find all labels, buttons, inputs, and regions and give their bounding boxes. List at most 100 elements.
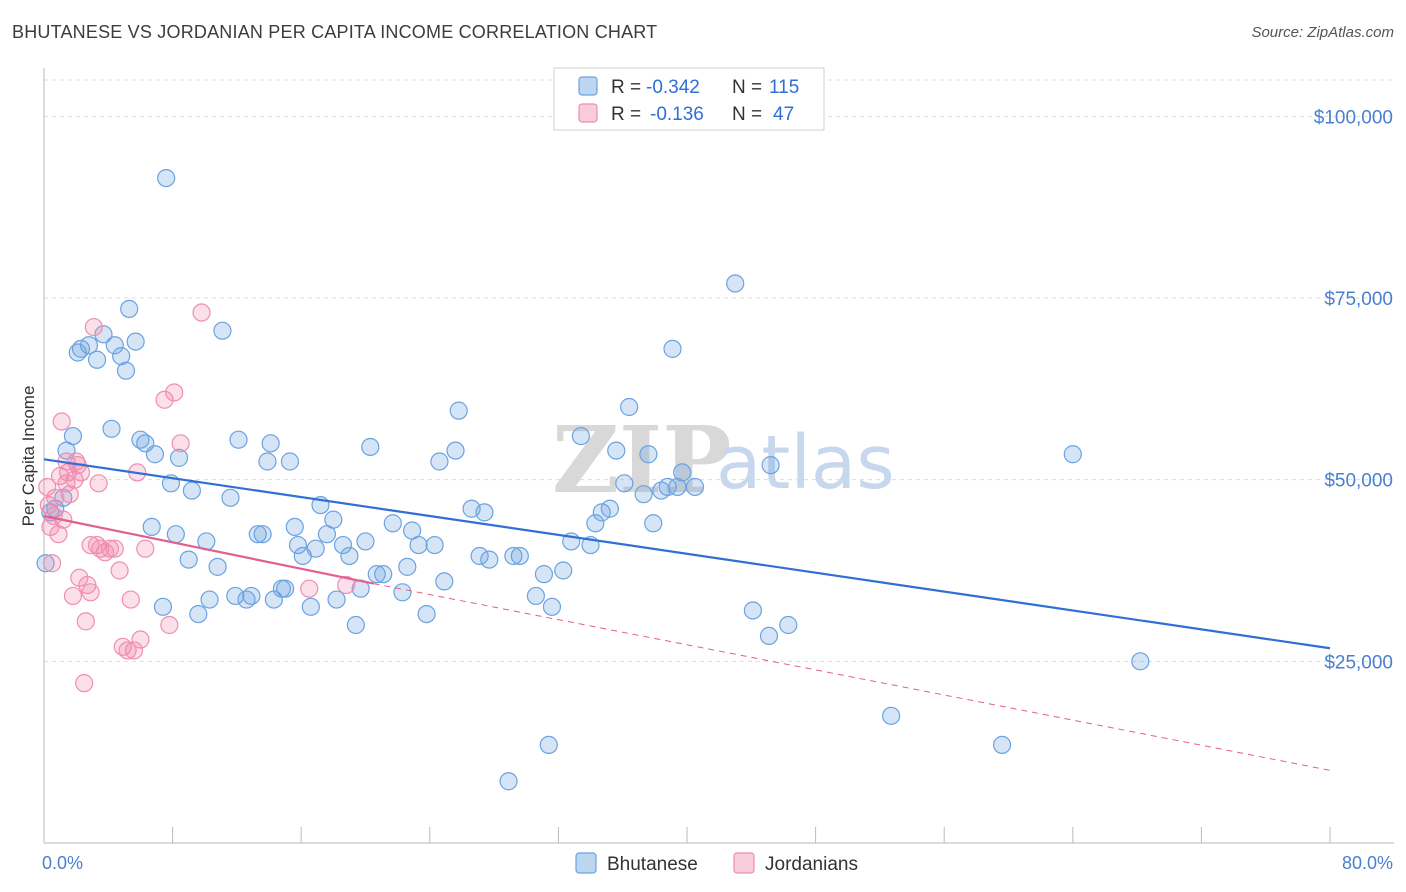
point-bhutanese — [417, 604, 436, 624]
point-bhutanese — [261, 434, 280, 453]
point-bhutanese — [87, 350, 107, 369]
y-tick-label: $25,000 — [1324, 652, 1393, 673]
trend-lines — [43, 458, 1331, 771]
y-tick-label: $100,000 — [1314, 107, 1393, 128]
point-bhutanese — [615, 474, 634, 493]
series-bhutanese — [36, 169, 1150, 791]
x-tick-label-max: 80.0% — [1342, 853, 1393, 873]
trend-line-jordanians-extension — [373, 583, 1331, 771]
point-bhutanese — [526, 586, 545, 606]
point-bhutanese — [743, 601, 763, 620]
bottom-legend-label-bhutanese: Bhutanese — [607, 854, 698, 875]
point-bhutanese — [634, 485, 653, 504]
legend-swatch-jordanians — [578, 103, 598, 123]
point-bhutanese — [157, 169, 176, 188]
point-jordanians — [131, 630, 150, 649]
point-jordanians — [46, 488, 65, 507]
point-bhutanese — [620, 397, 639, 417]
point-bhutanese — [179, 550, 198, 569]
point-bhutanese — [882, 706, 901, 725]
point-bhutanese — [102, 419, 121, 438]
point-bhutanese — [673, 463, 692, 482]
legend-n-value-bhutanese: 115 — [769, 77, 799, 98]
point-bhutanese — [182, 481, 201, 500]
point-bhutanese — [208, 557, 227, 576]
point-bhutanese — [542, 597, 562, 616]
point-bhutanese — [539, 735, 558, 755]
point-bhutanese — [301, 597, 320, 616]
point-bhutanese — [333, 535, 353, 555]
legend-box: R = -0.342 N = 115 R = -0.136 N = 47 — [553, 67, 825, 131]
point-jordanians — [81, 583, 100, 602]
point-bhutanese — [327, 590, 346, 609]
point-bhutanese — [248, 525, 267, 544]
point-bhutanese — [153, 597, 173, 616]
point-jordanians — [100, 539, 120, 558]
y-tick-labels: $25,000 $50,000 $75,000 $100,000 — [1314, 107, 1393, 673]
point-bhutanese — [383, 514, 402, 533]
point-bhutanese — [253, 525, 272, 544]
point-bhutanese — [105, 336, 124, 355]
x-tick-labels: 0.0% 80.0% — [42, 853, 1393, 873]
point-bhutanese — [258, 452, 277, 471]
bottom-legend-swatch-jordanians — [733, 852, 755, 874]
point-bhutanese — [356, 532, 375, 551]
point-jordanians — [121, 590, 140, 609]
point-bhutanese — [226, 586, 245, 606]
point-bhutanese — [470, 546, 489, 566]
legend-n-label: N = — [732, 104, 762, 125]
point-bhutanese — [1131, 652, 1150, 671]
point-jordanians — [110, 561, 129, 580]
point-bhutanese — [761, 456, 780, 475]
trend-line-jordanians — [43, 514, 374, 585]
point-jordanians — [160, 615, 179, 635]
point-bhutanese — [571, 426, 591, 446]
watermark: ZIP atlas — [552, 406, 895, 514]
point-bhutanese — [374, 565, 393, 584]
point-bhutanese — [658, 477, 677, 497]
point-bhutanese — [409, 535, 428, 555]
y-tick-label: $75,000 — [1324, 289, 1393, 310]
point-bhutanese — [116, 361, 136, 380]
point-bhutanese — [112, 347, 131, 366]
point-bhutanese — [145, 445, 165, 464]
point-bhutanese — [475, 503, 494, 522]
point-jordanians — [81, 535, 100, 555]
point-bhutanese — [276, 579, 295, 598]
point-bhutanese — [340, 546, 359, 566]
legend-r-value-bhutanese: -0.342 — [646, 77, 700, 98]
point-bhutanese — [435, 572, 454, 591]
point-bhutanese — [668, 477, 687, 497]
point-bhutanese — [346, 615, 365, 635]
point-bhutanese — [367, 565, 386, 584]
point-bhutanese — [779, 615, 798, 635]
bottom-legend-swatch-bhutanese — [575, 852, 597, 874]
point-bhutanese — [480, 550, 499, 569]
point-bhutanese — [607, 441, 626, 460]
point-bhutanese — [685, 477, 705, 497]
y-tick-label: $50,000 — [1324, 471, 1393, 492]
point-jordanians — [192, 303, 211, 322]
bottom-legend-label-jordanians: Jordanians — [765, 854, 858, 875]
point-bhutanese — [79, 336, 99, 355]
point-bhutanese — [639, 445, 658, 464]
point-bhutanese — [1063, 445, 1082, 464]
point-bhutanese — [644, 514, 663, 533]
point-jordanians — [52, 412, 71, 431]
point-bhutanese — [600, 499, 619, 518]
point-jordanians — [155, 390, 174, 409]
legend-n-label: N = — [732, 77, 762, 98]
point-bhutanese — [393, 583, 412, 602]
point-bhutanese — [324, 510, 343, 529]
point-bhutanese — [663, 339, 682, 358]
point-bhutanese — [992, 735, 1012, 755]
point-bhutanese — [449, 401, 468, 420]
point-bhutanese — [361, 437, 380, 457]
point-bhutanese — [221, 488, 240, 507]
point-bhutanese — [280, 452, 300, 471]
point-bhutanese — [446, 441, 465, 460]
legend-r-label: R = — [611, 77, 641, 98]
axes — [43, 68, 1394, 844]
point-bhutanese — [94, 325, 113, 344]
point-jordanians — [75, 674, 94, 693]
